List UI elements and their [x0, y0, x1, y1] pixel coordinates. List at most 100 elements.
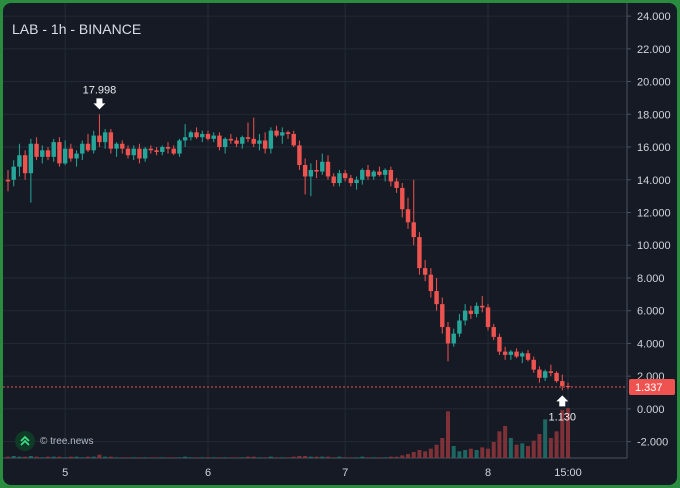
volume-bar [411, 452, 416, 458]
volume-bar [57, 456, 62, 458]
candle-body [457, 320, 462, 334]
candle-body [565, 385, 571, 388]
volume-bar [206, 457, 210, 458]
volume-bar [291, 456, 296, 458]
volume-bar [428, 448, 433, 458]
y-tick-label: 24.000 [637, 11, 671, 23]
candle-body [102, 132, 108, 143]
volume-bar [160, 457, 165, 458]
y-tick-label: 4.000 [637, 338, 665, 350]
volume-bar [211, 457, 216, 458]
volume-bar [394, 456, 399, 458]
volume-bar [491, 442, 496, 458]
candle-body [411, 222, 416, 238]
candle-body [542, 371, 548, 378]
volume-bar [74, 456, 79, 458]
candle-body [462, 310, 468, 321]
volume-bar [451, 446, 456, 458]
candle-body [525, 353, 531, 360]
candle-body [228, 138, 234, 141]
volume-bar [326, 456, 330, 458]
volume-bar [103, 456, 108, 458]
volume-bar [63, 457, 68, 458]
candle-body [388, 169, 394, 182]
volume-bar [148, 457, 153, 458]
candle-body [205, 133, 211, 139]
y-tick-label: 22.000 [637, 44, 671, 56]
x-tick-label: 6 [205, 467, 211, 479]
volume-bar [520, 443, 525, 458]
chart-frame: 24.000 22.000 20.000 18.000 16.000 14.000 12.0… [3, 3, 677, 485]
candle-body [508, 351, 514, 355]
candle-body [17, 155, 22, 167]
candle-body [217, 135, 222, 148]
candle-body [285, 132, 291, 134]
volume-bar [457, 451, 462, 458]
y-tick-label: 18.000 [637, 109, 671, 121]
volume-bar [240, 457, 245, 458]
volume-bar [560, 410, 565, 458]
volume-bar [137, 457, 142, 458]
candle-body [177, 140, 182, 154]
volume-bar [23, 456, 28, 458]
volume-bar [171, 457, 176, 458]
brand-watermark: © tree.news [15, 431, 94, 451]
candle-body [514, 351, 519, 357]
candle-body [131, 148, 136, 156]
candle-body [417, 237, 422, 269]
low-arrow-icon [556, 395, 569, 407]
volume-bar [440, 438, 445, 458]
volume-bar [86, 456, 90, 458]
candle-body [485, 307, 491, 328]
candle-body [148, 148, 154, 151]
candle-body [5, 179, 11, 182]
volume-bar [468, 448, 473, 458]
brand-text: © tree.news [40, 435, 94, 447]
candle-body [240, 137, 245, 144]
x-tick-label: 15:00 [554, 467, 582, 479]
low-annotation-label: 1.130 [549, 411, 577, 423]
high-annotation-label: 17.998 [83, 84, 117, 96]
volume-bar [91, 456, 96, 458]
candle-body [394, 181, 399, 188]
candle-body [377, 171, 382, 175]
volume-bar [348, 457, 353, 458]
candle-body [531, 359, 536, 370]
candle-body [274, 130, 279, 136]
candle-body [502, 351, 508, 355]
volume-bar [417, 450, 422, 458]
volume-bar [274, 457, 279, 458]
volume-bar [11, 456, 16, 458]
volume-bar [154, 457, 159, 458]
candle-body [108, 132, 114, 149]
volume-bar [303, 456, 308, 458]
volume-bar [434, 444, 439, 458]
volume-bar [97, 454, 102, 458]
volume-bar [388, 456, 393, 458]
volume-bar [486, 448, 490, 458]
volume-bar [51, 456, 56, 458]
candle-body [154, 150, 159, 152]
candle-body [22, 155, 28, 174]
candle-body [360, 169, 365, 180]
volume-bar [108, 456, 113, 458]
volume-bar [566, 408, 570, 458]
x-tick-label: 7 [342, 467, 348, 479]
candle-body [120, 143, 125, 149]
volume-bar [400, 455, 405, 458]
candle-body [251, 138, 256, 144]
candlestick-chart[interactable]: 24.000 22.000 20.000 18.000 16.000 14.000 12.0… [3, 3, 677, 485]
volume-bar [28, 456, 33, 458]
candle-body [11, 166, 16, 180]
candle-body [325, 161, 331, 177]
candle-body [40, 150, 45, 157]
candle-body [554, 372, 559, 382]
volume-bar [554, 431, 559, 458]
candle-body [68, 148, 74, 159]
x-tick-label: 8 [485, 467, 491, 479]
candle-body [51, 142, 56, 157]
volume-bar [68, 456, 73, 458]
volume-bar [217, 457, 222, 458]
candle-body [537, 369, 542, 378]
candle-body [137, 148, 142, 159]
